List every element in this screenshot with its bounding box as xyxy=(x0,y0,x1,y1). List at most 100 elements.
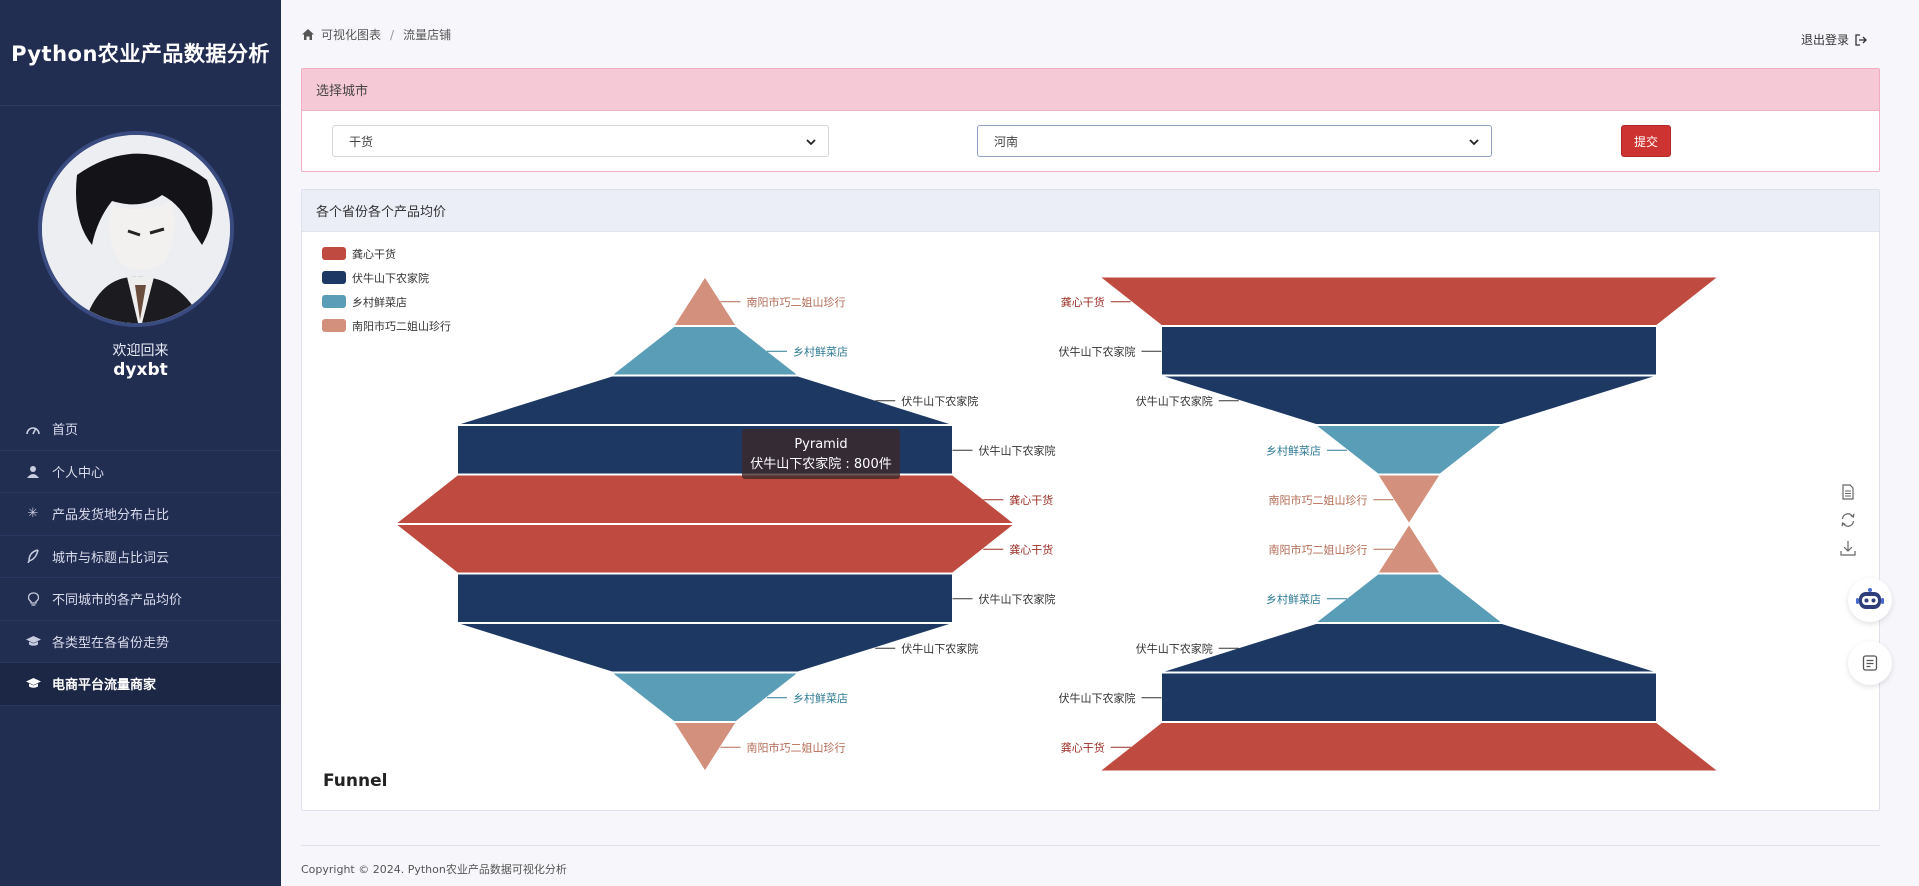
avatar-image xyxy=(42,135,230,323)
filter-card: 选择城市 干货 河南 提交 xyxy=(301,68,1880,172)
pyramid-segment xyxy=(457,573,953,623)
sidebar-item-label: 个人中心 xyxy=(52,465,105,481)
funnel-segment xyxy=(1314,573,1504,623)
sidebar-item-label: 首页 xyxy=(52,423,79,439)
sidebar-item-ecommerce-traffic[interactable]: 电商平台流量商家 xyxy=(0,663,281,706)
funnel-segment xyxy=(1161,375,1657,425)
filter-card-title: 选择城市 xyxy=(302,69,1879,111)
funnel-segment xyxy=(1161,326,1657,376)
home-icon[interactable] xyxy=(302,29,314,40)
sidebar-item-label: 不同城市的各产品均价 xyxy=(52,593,183,609)
funnel-label: 南阳市巧二姐山珍行 xyxy=(1269,542,1368,556)
logout-label: 退出登录 xyxy=(1800,33,1849,47)
pyramid-label: 乡村鲜菜店 xyxy=(793,691,848,705)
sidebar-item-label: 各类型在各省份走势 xyxy=(52,635,170,651)
graduation-cap-icon xyxy=(24,676,42,692)
pyramid-label: 南阳市巧二姐山珍行 xyxy=(747,740,846,754)
sidebar-item-wordcloud[interactable]: 城市与标题占比词云 xyxy=(0,536,281,578)
chart-card: 各个省份各个产品均价 龚心干货 伏牛山下农家院 乡村鲜菜店 南阳市巧二姐山珍行 南阳市巧… xyxy=(301,189,1880,811)
breadcrumb-separator: / xyxy=(390,27,395,42)
breadcrumb-home-link[interactable]: 可视化图表 xyxy=(321,28,382,42)
pyramid-segment xyxy=(394,474,1016,524)
breadcrumb: 可视化图表 / 流量店铺 xyxy=(302,26,451,43)
legend-swatch xyxy=(322,271,346,284)
province-select[interactable]: 河南 xyxy=(977,125,1492,157)
data-view-icon[interactable] xyxy=(1839,483,1857,501)
brand: Python农业产品数据分析 xyxy=(0,0,281,106)
funnel-label: 伏牛山下农家院 xyxy=(1136,641,1213,655)
avatar xyxy=(38,131,234,327)
sidebar-item-label: 产品发货地分布占比 xyxy=(52,508,170,524)
app-title: Python农业产品数据分析 xyxy=(11,41,270,66)
chart-card-title: 各个省份各个产品均价 xyxy=(302,190,1879,232)
legend-swatch xyxy=(322,247,346,260)
submit-button[interactable]: 提交 xyxy=(1621,125,1671,157)
chevron-down-icon xyxy=(1469,139,1479,146)
funnel-label: 龚心干货 xyxy=(1061,740,1105,754)
sidebar-item-profile[interactable]: 个人中心 xyxy=(0,451,281,493)
product-type-select[interactable]: 干货 xyxy=(332,125,829,157)
tooltip-title: Pyramid xyxy=(794,437,847,452)
pyramid-label: 南阳市巧二姐山珍行 xyxy=(747,295,846,309)
funnel-label: 伏牛山下农家院 xyxy=(1059,344,1136,358)
funnel-segment xyxy=(1161,672,1657,722)
legend-label: 乡村鲜菜店 xyxy=(352,295,407,309)
sidebar-item-shipping-distribution[interactable]: ✳ 产品发货地分布占比 xyxy=(0,493,281,536)
pyramid-label: 伏牛山下农家院 xyxy=(979,592,1056,606)
sidebar-item-label: 电商平台流量商家 xyxy=(52,678,157,694)
funnel-segment xyxy=(1098,722,1720,772)
funnel-chart: 龚心干货伏牛山下农家院乡村鲜菜店南阳市巧二姐山珍行南阳市巧二姐山珍行乡村鲜菜店伏… xyxy=(322,247,1720,791)
pyramid-label: 伏牛山下农家院 xyxy=(901,641,978,655)
breadcrumb-current: 流量店铺 xyxy=(403,28,452,42)
download-icon[interactable] xyxy=(1839,539,1857,557)
funnel-segment xyxy=(1098,276,1720,326)
funnel-label: 伏牛山下农家院 xyxy=(1136,394,1213,408)
pyramid-segment xyxy=(610,326,800,376)
funnel-label: 伏牛山下农家院 xyxy=(1059,691,1136,705)
pyramid-segment xyxy=(394,524,1016,574)
legend-label: 龚心干货 xyxy=(352,247,396,261)
pyramid-segment xyxy=(610,672,800,722)
notes-button[interactable] xyxy=(1848,641,1892,685)
sidebar-item-label: 城市与标题占比词云 xyxy=(52,550,170,566)
legend-label: 南阳市巧二姐山珍行 xyxy=(352,319,451,333)
sidebar-item-home[interactable]: 首页 xyxy=(0,408,281,451)
graduation-cap-icon xyxy=(24,633,42,649)
product-type-value: 干货 xyxy=(349,134,374,149)
notes-icon xyxy=(1862,655,1878,671)
sidebar: Python农业产品数据分析 欢迎回来 dyxbt 首页 个人中心 ✳ xyxy=(0,0,281,886)
restore-icon[interactable] xyxy=(1839,511,1857,529)
legend-label: 伏牛山下农家院 xyxy=(352,271,429,285)
legend-swatch xyxy=(322,319,346,332)
lightbulb-icon xyxy=(24,591,42,607)
pyramid-segment xyxy=(457,375,953,425)
logout-button[interactable]: 退出登录 xyxy=(1801,31,1867,48)
pyramid-segment xyxy=(457,623,953,673)
assistant-bot-button[interactable] xyxy=(1848,578,1892,622)
pyramid-label: 伏牛山下农家院 xyxy=(901,394,978,408)
funnel-label: 乡村鲜菜店 xyxy=(1266,443,1321,457)
funnel-label: 南阳市巧二姐山珍行 xyxy=(1269,493,1368,507)
pyramid-label: 乡村鲜菜店 xyxy=(793,344,848,358)
username: dyxbt xyxy=(113,360,168,380)
dashboard-icon xyxy=(24,421,42,437)
sidebar-item-province-trends[interactable]: 各类型在各省份走势 xyxy=(0,621,281,663)
pyramid-label: 伏牛山下农家院 xyxy=(979,443,1056,457)
chart-annotation: Funnel xyxy=(323,771,387,791)
pyramid-label: 龚心干货 xyxy=(1009,493,1053,507)
funnel-label: 乡村鲜菜店 xyxy=(1266,592,1321,606)
tooltip-value: 伏牛山下农家院 : 800件 xyxy=(750,456,891,472)
robot-icon xyxy=(1856,588,1884,609)
legend-swatch xyxy=(322,295,346,308)
feather-icon xyxy=(24,548,42,564)
user-icon xyxy=(24,463,42,479)
welcome-text: 欢迎回来 xyxy=(112,343,169,359)
footer: Copyright © 2024. Python农业产品数据可视化分析 xyxy=(301,845,1880,877)
tooltip-box xyxy=(742,429,900,479)
funnel-label: 龚心干货 xyxy=(1061,295,1105,309)
pyramid-label: 龚心干货 xyxy=(1009,542,1053,556)
sign-out-icon xyxy=(1855,33,1867,46)
copyright-text: Copyright © 2024. Python农业产品数据可视化分析 xyxy=(301,863,567,876)
sidebar-item-city-prices[interactable]: 不同城市的各产品均价 xyxy=(0,578,281,621)
chevron-down-icon xyxy=(806,139,816,146)
